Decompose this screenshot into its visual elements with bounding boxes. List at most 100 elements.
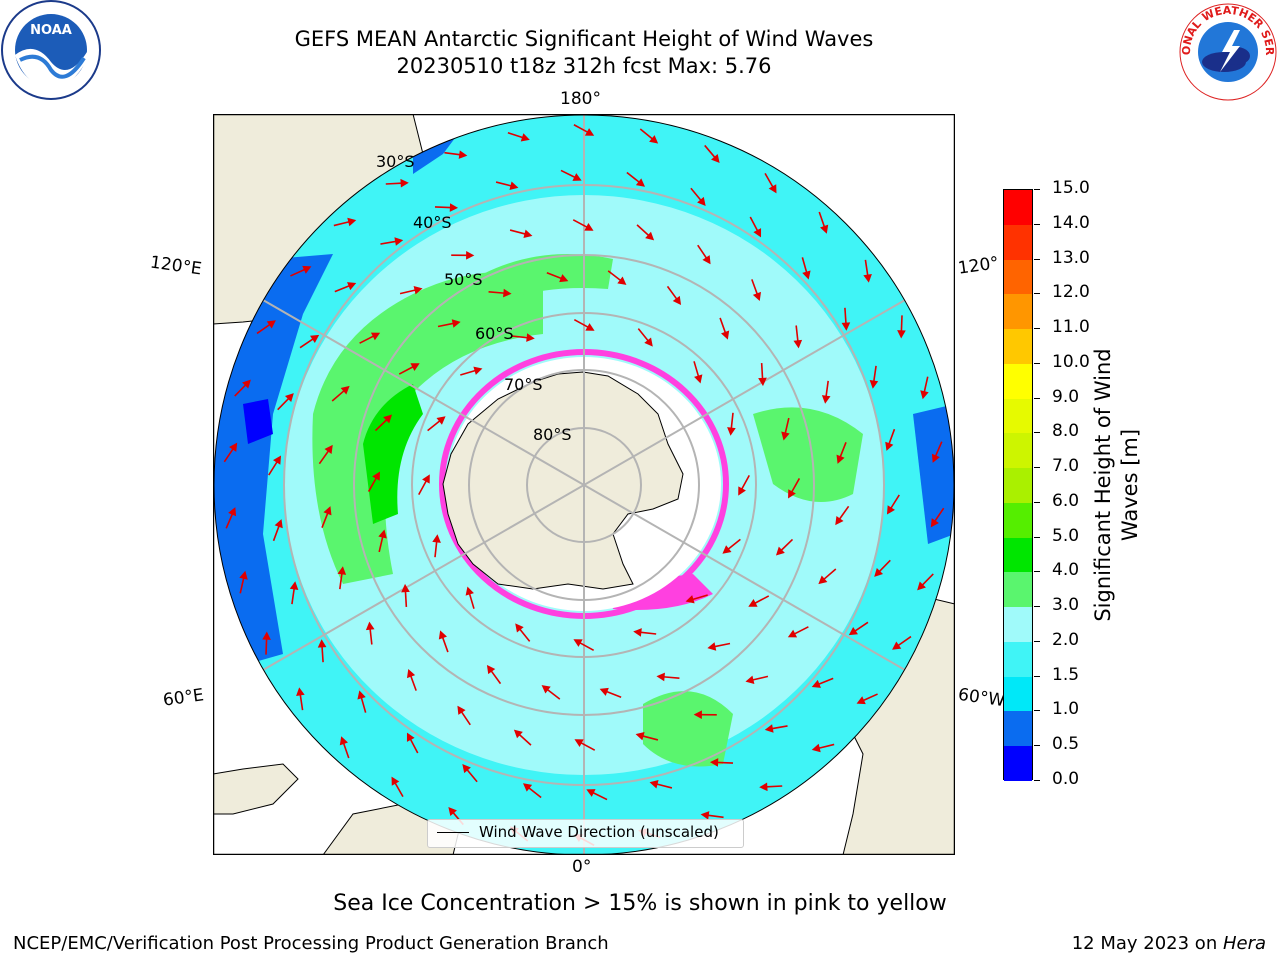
wind-arrow-head: [378, 529, 387, 539]
band-3-4m-south: [643, 691, 733, 767]
wind-arrow-shaft: [818, 677, 834, 685]
wind-arrow-shaft: [404, 591, 408, 608]
wind-arrow-shaft: [427, 420, 441, 432]
wind-arrow-shaft: [873, 365, 877, 382]
wind-arrow-shaft: [437, 322, 454, 328]
graticule: [214, 115, 954, 855]
footer-credit: NCEP/EMC/Verification Post Processing Pr…: [13, 933, 609, 954]
wind-arrow-shaft: [461, 711, 471, 726]
band-3-4m-west: [312, 271, 543, 584]
colorbar-tick: [1034, 536, 1040, 538]
wind-arrow-shaft: [490, 670, 502, 685]
wind-arrow-shaft: [488, 290, 504, 294]
band-0-0.5m-west: [243, 399, 273, 444]
colorbar-tick: [1034, 606, 1040, 608]
wind-arrow-shaft: [791, 478, 801, 493]
wind-arrow-shaft: [299, 694, 304, 711]
wind-arrow-head: [748, 599, 758, 607]
wind-arrow-shaft: [318, 450, 329, 465]
wind-arrow-head: [296, 687, 305, 697]
lon-label-120w: 120°: [956, 253, 1001, 279]
wind-arrow-head: [917, 581, 926, 591]
wind-arrow-head: [930, 518, 939, 528]
wind-arrow-head: [821, 395, 831, 404]
wind-arrow-head: [811, 679, 821, 688]
colorbar-tick: [1034, 362, 1040, 364]
wind-arrow-shaft: [639, 128, 653, 140]
colorbar-tick: [1034, 467, 1040, 469]
colorbar-segment: [1004, 329, 1032, 364]
wind-arrow-head: [486, 664, 496, 675]
wind-arrow-head: [573, 639, 583, 647]
wind-arrow-shaft: [380, 240, 396, 245]
lat-label-80s: 80°S: [533, 425, 572, 444]
wind-arrow-shaft: [637, 328, 649, 342]
lat-label-40s: 40°S: [413, 213, 452, 232]
wind-arrow-shaft: [754, 595, 770, 604]
wind-arrow-shaft: [234, 384, 247, 397]
wind-arrow-shaft: [878, 559, 891, 572]
wind-arrow-head: [520, 133, 530, 142]
wind-arrow-shaft: [839, 505, 850, 520]
wind-arrow-head: [473, 366, 483, 375]
wind-arrow-shaft: [547, 689, 561, 700]
map-border: [213, 114, 955, 855]
wind-arrow-head: [599, 687, 609, 696]
lat-label-70s: 70°S: [504, 375, 543, 394]
wind-arrow-shaft: [606, 690, 622, 699]
wind-arrow-head: [856, 696, 866, 705]
wind-arrow-shaft: [272, 526, 280, 542]
wind-arrow-shaft: [626, 171, 640, 183]
wind-arrow-shaft: [444, 151, 460, 156]
wind-arrow-shaft: [751, 279, 758, 295]
wind-arrow-shaft: [225, 513, 234, 529]
wind-arrow-head: [700, 811, 710, 820]
wind-arrow-head: [394, 237, 404, 246]
wind-arrow-head: [721, 330, 730, 340]
lon-label-120e: 120°E: [148, 252, 203, 280]
nws-logo: NATIONAL WEATHER SERVICE: [1176, 0, 1277, 101]
wind-arrow-head: [574, 739, 584, 747]
colorbar-tick-label: 11.0: [1052, 317, 1090, 338]
wind-arrow-shaft: [359, 335, 374, 344]
wind-arrow-shaft: [398, 366, 414, 375]
wind-wave-arrows: [223, 124, 945, 846]
wind-arrow-head: [635, 732, 645, 741]
wind-arrow-head: [586, 789, 596, 797]
wind-arrow-shaft: [772, 725, 788, 730]
wind-arrow-shaft: [636, 224, 649, 236]
wind-arrow-head: [811, 743, 821, 753]
wind-arrow-head: [745, 675, 755, 684]
wind-arrow-head: [273, 455, 282, 465]
wind-arrow-head: [324, 444, 333, 455]
wind-arrow-head: [693, 710, 702, 719]
wind-arrow-head: [722, 545, 732, 554]
wind-arrow-shaft: [399, 289, 416, 295]
wind-arrow-shaft: [291, 588, 295, 605]
wind-arrow-shaft: [818, 211, 826, 227]
wind-arrow-shaft: [801, 257, 808, 273]
wind-arrow-shaft: [752, 675, 769, 681]
wind-arrow-head: [788, 489, 796, 499]
colorbar-tick: [1034, 397, 1040, 399]
wind-arrow-shaft: [730, 412, 734, 429]
wind-arrow-head: [339, 736, 348, 746]
band-0.5-1m-west: [214, 254, 333, 674]
band-0.5-1m-east: [913, 404, 954, 544]
wind-arrow-shaft: [434, 541, 438, 558]
colorbar-segment: [1004, 607, 1032, 642]
colorbar-tick-label: 9.0: [1052, 386, 1080, 407]
wind-arrow-shaft: [511, 335, 528, 339]
wind-arrow-shaft: [385, 182, 402, 185]
wind-arrow-head: [617, 276, 627, 285]
wind-arrow-shaft: [714, 642, 731, 648]
colorbar-tick: [1034, 710, 1040, 712]
wind-arrow-shaft: [666, 285, 678, 300]
wind-arrow-head: [645, 231, 655, 241]
wind-arrow-head: [317, 639, 327, 648]
colorbar-tick-label: 0.0: [1052, 769, 1080, 789]
colorbar-tick-label: 1.5: [1052, 664, 1080, 685]
wind-arrow-shaft: [546, 271, 562, 280]
wind-arrow-shaft: [256, 323, 271, 335]
colorbar-segment: [1004, 537, 1032, 573]
